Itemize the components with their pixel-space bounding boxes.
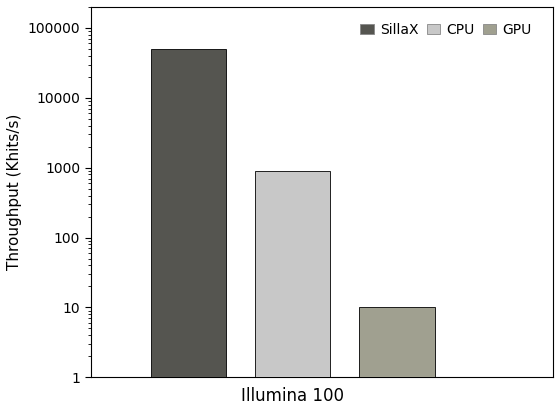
Bar — [360, 307, 435, 412]
Y-axis label: Throughput (Khits/s): Throughput (Khits/s) — [7, 114, 22, 270]
Legend: SillaX, CPU, GPU: SillaX, CPU, GPU — [354, 18, 537, 43]
Bar — [255, 171, 330, 412]
Bar — [151, 49, 226, 412]
